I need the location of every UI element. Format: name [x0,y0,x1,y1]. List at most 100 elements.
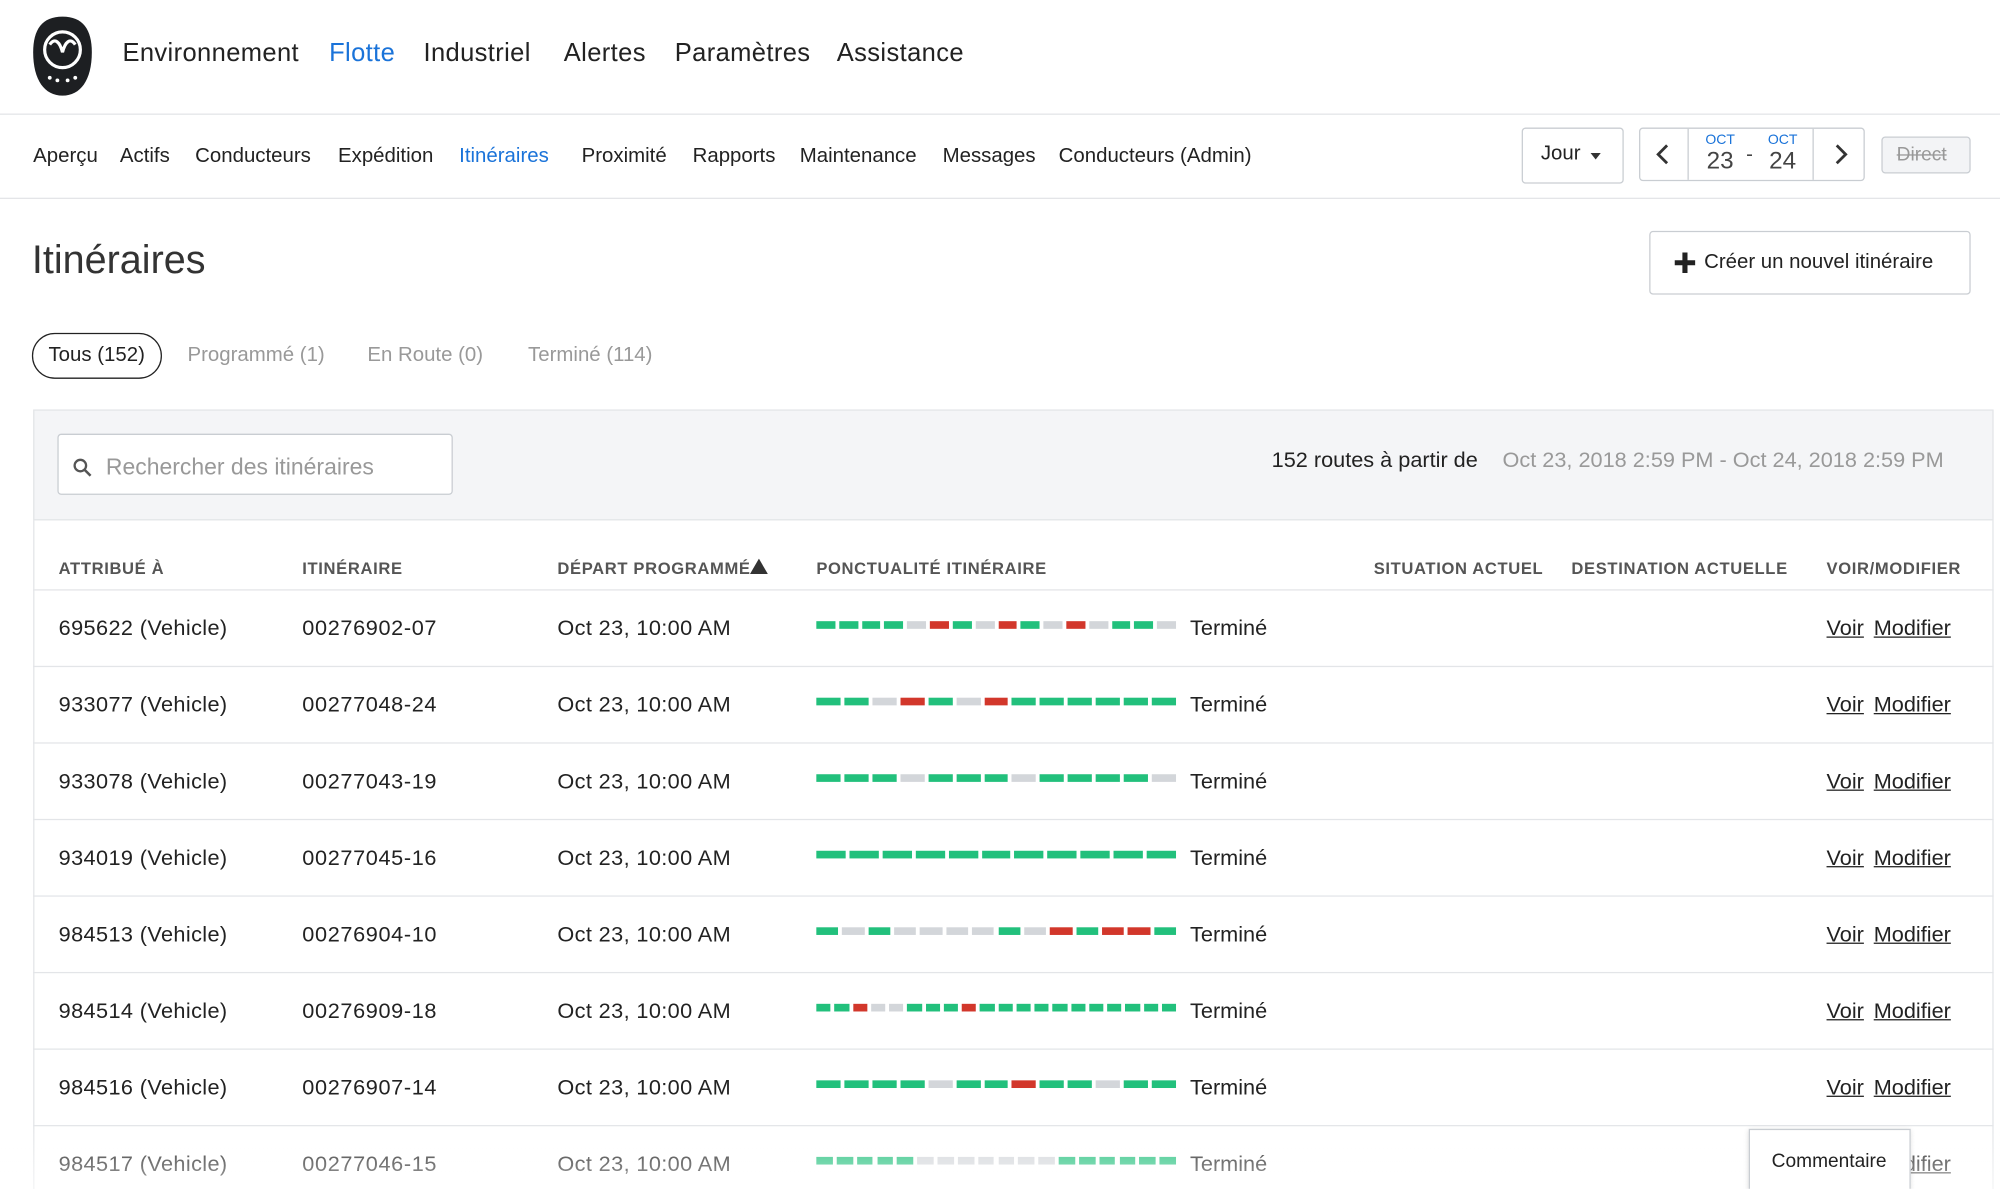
date-month: OCT [1767,132,1798,148]
punctuality-segment [1151,697,1177,706]
assigned-to: 934019 (Vehicle) [58,845,228,870]
divider [33,665,1994,668]
sort-icon[interactable] [749,558,768,574]
punctuality-segment [943,1003,958,1012]
edit-link[interactable]: Modifier [1873,922,1951,947]
nav-link[interactable]: Environnement [122,39,300,68]
punctuality-segment [928,1080,953,1089]
nav-link[interactable]: Industriel [423,39,531,68]
punctuality-segment [1070,1003,1086,1012]
punctuality-segment [928,774,953,782]
subnav-link[interactable]: Aperçu [33,145,98,168]
view-link[interactable]: Voir [1826,616,1864,641]
search-placeholder: Rechercher des itinéraires [105,454,374,480]
view-link[interactable]: Voir [1826,1075,1864,1100]
date-day: 23 [1706,147,1734,175]
view-link[interactable]: Voir [1826,769,1864,794]
punctuality-segment [1095,697,1121,706]
subnav-link[interactable]: Actifs [119,145,170,168]
punctuality-segment [979,1003,995,1012]
caret [1590,153,1601,160]
punctuality-segment [925,1003,940,1012]
punctuality-segment [920,927,943,935]
divider [33,818,1994,821]
status: Terminé [1190,769,1268,794]
edit-link[interactable]: Modifier [1873,769,1951,794]
filter-tab[interactable]: En Route (0) [367,344,484,367]
punctuality-segment [972,927,995,935]
view-link[interactable]: Voir [1826,922,1864,947]
subnav-link[interactable]: Conducteurs (Admin) [1058,145,1252,168]
next-button[interactable] [1830,142,1850,168]
punctuality-segment [1067,697,1093,706]
page-title: Itinéraires [31,237,206,282]
subnav-link[interactable]: Rapports [692,145,776,168]
departure: Oct 23, 10:00 AM [557,616,732,641]
punctuality-segment [872,774,897,782]
date-range [1639,127,1865,182]
punctuality-segment [1050,927,1073,935]
status: Terminé [1190,922,1268,947]
nav-link[interactable]: Alertes [563,39,646,68]
punctuality-segment [1014,850,1044,859]
status: Terminé [1190,616,1268,641]
view-link[interactable]: Voir [1826,692,1864,717]
punctuality-segment [1034,1003,1049,1012]
edit-link[interactable]: Modifier [1873,845,1951,870]
route-id: 00277045-16 [302,845,438,870]
view-link[interactable]: Voir [1826,998,1864,1023]
punctuality-segment [1153,927,1177,935]
edit-link[interactable]: Modifier [1873,1075,1951,1100]
filter-tab[interactable]: Terminé (114) [528,344,653,367]
punctuality-segment [1067,774,1093,782]
period-select[interactable] [1521,127,1624,184]
filter-tab[interactable]: Programmé (1) [187,344,325,367]
summary-range: Oct 23, 2018 2:59 PM - Oct 24, 2018 2:59… [1502,447,1944,472]
punctuality-segment [870,1003,886,1012]
table [33,520,1994,1189]
status: Terminé [1190,845,1268,870]
punctuality-segment [1123,697,1149,706]
departure: Oct 23, 10:00 AM [557,922,732,947]
search-input[interactable] [57,433,453,495]
subnav-link[interactable]: Proximité [581,145,667,168]
create-label[interactable]: Créer un nouvel itinéraire [1704,251,1934,273]
live-button[interactable] [1881,136,1971,174]
nav-link[interactable]: Assistance [836,39,964,68]
punctuality-segment [872,1080,897,1089]
subnav-link[interactable]: Expédition [338,145,434,168]
punctuality-segment [816,621,836,629]
subnav-link[interactable]: Messages [942,145,1036,168]
route-id: 00277043-19 [302,769,438,794]
logo[interactable] [32,14,93,98]
nav-link[interactable]: Flotte [329,39,396,68]
punctuality-segment [852,1003,868,1012]
fade [0,1122,2000,1189]
edit-link[interactable]: Modifier [1873,616,1951,641]
status: Terminé [1190,1075,1268,1100]
punctuality-segment [1143,1003,1158,1012]
nav-link[interactable]: Paramètres [674,39,811,68]
live-label[interactable]: Direct [1896,144,1947,166]
column-header: ITINÉRAIRE [302,558,403,578]
assigned-to: 984514 (Vehicle) [58,998,228,1023]
create-button[interactable] [1649,230,1971,295]
punctuality-segment [1101,927,1125,935]
prev-button[interactable] [1653,142,1673,168]
edit-link[interactable]: Modifier [1873,692,1951,717]
punctuality-segment [1067,1080,1093,1089]
edit-link[interactable]: Modifier [1873,998,1951,1023]
punctuality-segment [1040,1080,1065,1089]
route-id: 00276902-07 [302,616,438,641]
punctuality-segment [844,774,869,782]
period-label[interactable]: Jour [1540,142,1581,165]
punctuality-segment [929,621,949,629]
departure: Oct 23, 10:00 AM [557,692,732,717]
view-link[interactable]: Voir [1826,845,1864,870]
subnav-link[interactable]: Maintenance [799,145,917,168]
subnav-link[interactable]: Conducteurs [195,145,311,168]
subnav-link[interactable]: Itinéraires [459,145,549,168]
punctuality-segment [1123,774,1149,782]
tooltip[interactable]: Commentaire [1748,1128,1911,1189]
filter-tab[interactable]: Tous (152) [31,332,162,379]
